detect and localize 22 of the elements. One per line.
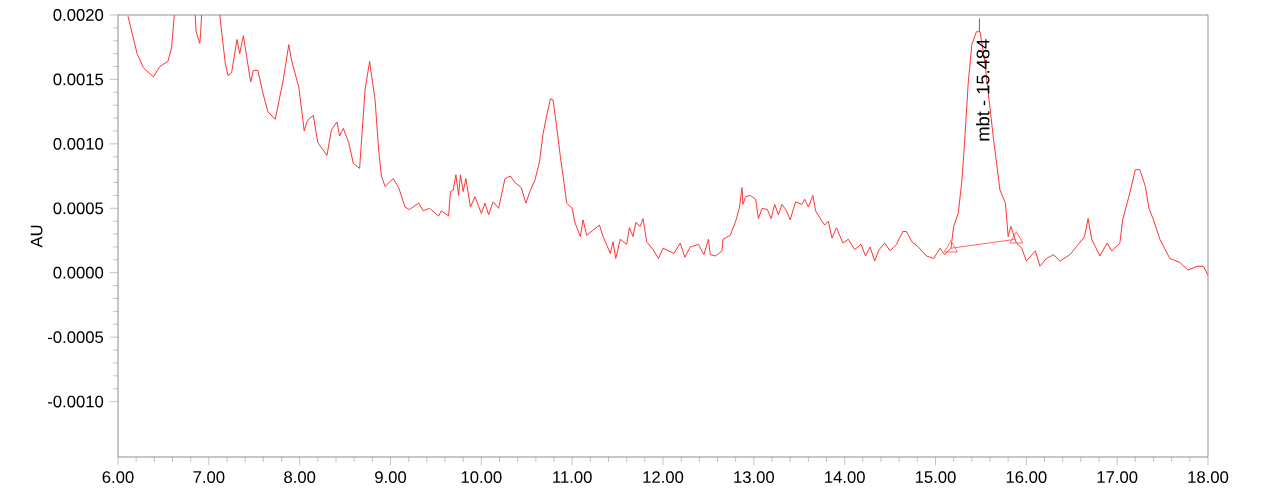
x-tick-label: 15.00 bbox=[915, 471, 956, 483]
y-tick-label: 0.0005 bbox=[53, 202, 104, 215]
y-tick-label: 0.0010 bbox=[53, 137, 104, 150]
x-tick-label: 13.00 bbox=[734, 471, 775, 483]
x-tick-label: 8.00 bbox=[284, 471, 316, 483]
x-tick-label: 6.00 bbox=[102, 471, 134, 483]
y-tick-label: 0.0020 bbox=[53, 9, 104, 21]
x-tick-label: 17.00 bbox=[1097, 471, 1138, 483]
y-tick-label: 0.0000 bbox=[53, 266, 104, 279]
x-tick-label: 7.00 bbox=[193, 471, 225, 483]
y-tick-label: -0.0005 bbox=[48, 331, 104, 344]
x-tick-label: 12.00 bbox=[643, 471, 684, 483]
x-tick-label: 16.00 bbox=[1006, 471, 1047, 483]
y-tick-label: -0.0010 bbox=[48, 395, 104, 408]
x-tick-label: 9.00 bbox=[375, 471, 407, 483]
x-tick-label: 10.00 bbox=[461, 471, 502, 483]
y-axis-title: AU bbox=[30, 225, 43, 248]
annotation: mbt - 15.484 bbox=[976, 39, 990, 141]
x-tick-label: 11.00 bbox=[553, 471, 592, 483]
x-tick-label: 14.00 bbox=[825, 471, 865, 483]
y-tick-label: 0.0015 bbox=[53, 73, 104, 86]
x-tick-label: 18.00 bbox=[1188, 471, 1229, 483]
